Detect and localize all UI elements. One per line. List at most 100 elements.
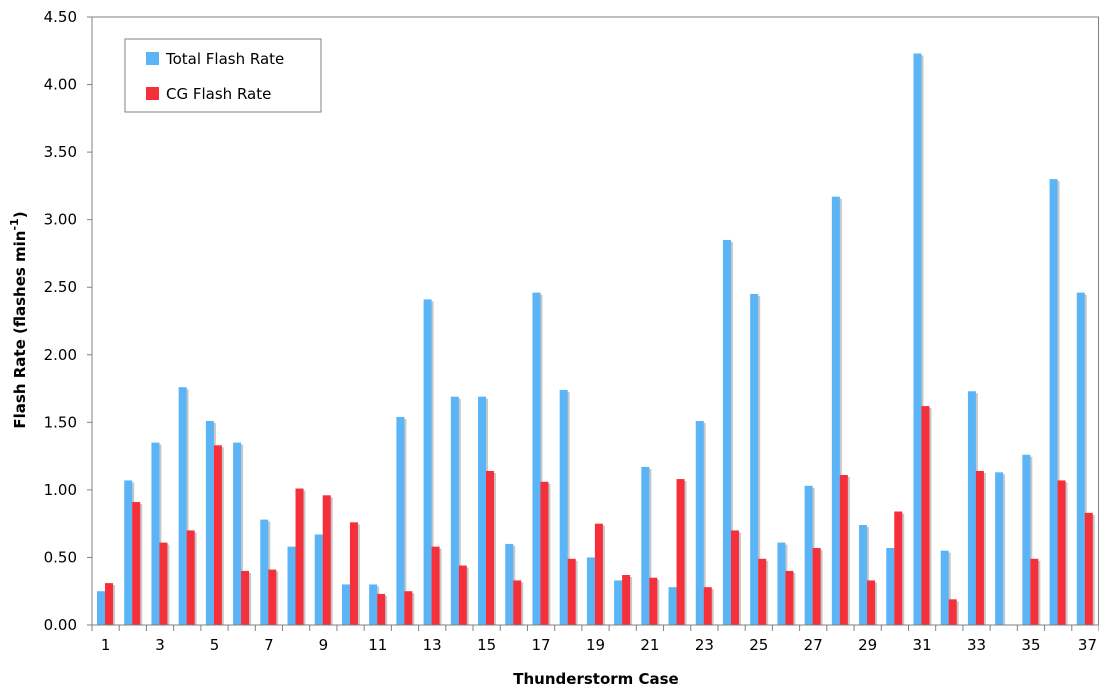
bar-cg-flash-rate-case-2: [132, 502, 141, 625]
bar-total-flash-rate-case-1: [97, 591, 105, 625]
x-tick-label: 19: [586, 636, 605, 654]
y-tick-label: 0.00: [44, 616, 77, 634]
y-tick-label: 1.50: [44, 413, 77, 431]
bar-cg-flash-rate-case-28: [839, 475, 848, 625]
bar-total-flash-rate-case-29: [859, 525, 868, 625]
ticks-layer: 0.00 0.50 1.00 1.50 2.00 2.50 3.00 3.50 4.00 4.50…: [44, 8, 1099, 654]
y-tick-label: 2.00: [44, 346, 77, 364]
x-tick-label: 33: [967, 636, 986, 654]
bar-total-flash-rate-case-23: [695, 420, 704, 625]
bar-cg-flash-rate-case-19: [594, 523, 603, 625]
bar-total-flash-rate-case-9: [314, 534, 323, 625]
y-axis-title: Flash Rate (flashes min-1): [8, 211, 29, 428]
x-tick-label: 17: [532, 636, 551, 654]
legend: Total Flash Rate CG Flash Rate: [124, 38, 322, 113]
bar-total-flash-rate-case-37: [1076, 292, 1085, 625]
bar-total-flash-rate-case-24: [722, 239, 731, 625]
bar-cg-flash-rate-case-36: [1057, 480, 1066, 625]
bar-cg-flash-rate-case-32: [948, 599, 957, 625]
bar-total-flash-rate-case-13: [423, 299, 432, 625]
bar-cg-flash-rate-case-17: [540, 481, 549, 625]
bar-total-flash-rate-case-10: [341, 584, 350, 625]
bar-total-flash-rate-case-19: [586, 557, 595, 625]
bar-total-flash-rate-case-14: [450, 396, 459, 625]
x-tick-label: 13: [423, 636, 442, 654]
bar-total-flash-rate-case-7: [260, 519, 269, 625]
bar-cg-flash-rate-case-10: [349, 522, 358, 625]
x-axis-title: Thunderstorm Case: [513, 670, 678, 687]
bar-cg-flash-rate-case-13: [431, 546, 440, 625]
y-tick-label: 4.50: [44, 8, 77, 26]
bar-cg-flash-rate-case-16: [513, 580, 522, 625]
y-tick-label: 3.00: [44, 211, 77, 229]
bar-total-flash-rate-case-31: [913, 53, 922, 626]
bar-cg-flash-rate-case-26: [785, 570, 794, 625]
y-axis-title-main: Flash Rate (flashes min: [11, 231, 29, 429]
bar-total-flash-rate-case-12: [396, 416, 405, 625]
y-tick-label: 2.50: [44, 278, 77, 296]
x-tick-label: 25: [749, 636, 768, 654]
bar-cg-flash-rate-case-35: [1030, 558, 1039, 625]
legend-label-cg: CG Flash Rate: [166, 85, 271, 103]
bar-cg-flash-rate-case-4: [186, 530, 195, 625]
bar-cg-flash-rate-case-7: [268, 569, 277, 625]
bar-cg-flash-rate-case-37: [1084, 512, 1093, 625]
bar-total-flash-rate-case-26: [777, 542, 786, 625]
x-tick-label: 35: [1021, 636, 1040, 654]
bar-cg-flash-rate-case-3: [159, 542, 168, 625]
bar-cg-flash-rate-case-15: [486, 470, 495, 625]
x-tick-label: 15: [477, 636, 496, 654]
bar-total-flash-rate-case-22: [668, 587, 677, 625]
bar-cg-flash-rate-case-12: [404, 591, 413, 625]
bar-total-flash-rate-case-5: [205, 420, 214, 625]
bars-layer: [97, 53, 1095, 626]
x-tick-label: 27: [804, 636, 823, 654]
x-tick-label: 23: [695, 636, 714, 654]
bar-cg-flash-rate-case-27: [812, 547, 821, 625]
bar-cg-flash-rate-case-24: [730, 530, 739, 625]
x-tick-label: 1: [101, 636, 111, 654]
bar-cg-flash-rate-case-5: [213, 445, 222, 625]
legend-swatch-cg: [146, 87, 159, 100]
bar-total-flash-rate-case-20: [614, 580, 623, 625]
bar-total-flash-rate-case-25: [750, 293, 759, 625]
bar-cg-flash-rate-case-11: [377, 593, 386, 625]
bar-cg-flash-rate-case-33: [975, 470, 984, 625]
bar-total-flash-rate-case-18: [559, 389, 568, 625]
bar-total-flash-rate-case-3: [151, 442, 160, 625]
y-tick-label: 3.50: [44, 143, 77, 161]
x-tick-label: 31: [913, 636, 932, 654]
legend-swatch-total: [146, 52, 159, 65]
x-tick-label: 11: [368, 636, 387, 654]
bar-total-flash-rate-case-6: [233, 442, 242, 625]
bar-cg-flash-rate-case-23: [703, 587, 712, 625]
bar-total-flash-rate-case-36: [1049, 179, 1058, 625]
bar-cg-flash-rate-case-29: [867, 580, 876, 625]
bar-total-flash-rate-case-2: [124, 480, 133, 625]
y-tick-label: 0.50: [44, 548, 77, 566]
x-tick-label: 5: [210, 636, 220, 654]
bar-cg-flash-rate-case-14: [458, 565, 467, 625]
bar-total-flash-rate-case-17: [532, 292, 541, 625]
bar-total-flash-rate-case-11: [369, 584, 378, 625]
y-axis-title-superscript: -1: [8, 218, 21, 230]
bar-cg-flash-rate-case-1: [105, 583, 113, 625]
bar-total-flash-rate-case-16: [505, 543, 514, 625]
bar-cg-flash-rate-case-22: [676, 479, 685, 625]
bar-total-flash-rate-case-27: [804, 485, 813, 625]
bar-total-flash-rate-case-35: [1022, 454, 1031, 625]
bar-total-flash-rate-case-30: [886, 547, 895, 625]
y-tick-label: 4.00: [44, 76, 77, 94]
bar-total-flash-rate-case-4: [178, 387, 187, 625]
bar-total-flash-rate-case-28: [831, 196, 840, 625]
x-tick-label: 21: [640, 636, 659, 654]
bar-cg-flash-rate-case-30: [894, 511, 903, 625]
x-tick-label: 9: [319, 636, 329, 654]
bar-cg-flash-rate-case-8: [295, 488, 304, 625]
x-tick-label: 37: [1078, 636, 1097, 654]
y-axis-title-suffix: ): [11, 211, 29, 218]
bar-cg-flash-rate-case-9: [322, 495, 331, 625]
x-tick-label: 7: [264, 636, 274, 654]
bar-total-flash-rate-case-15: [478, 396, 487, 625]
